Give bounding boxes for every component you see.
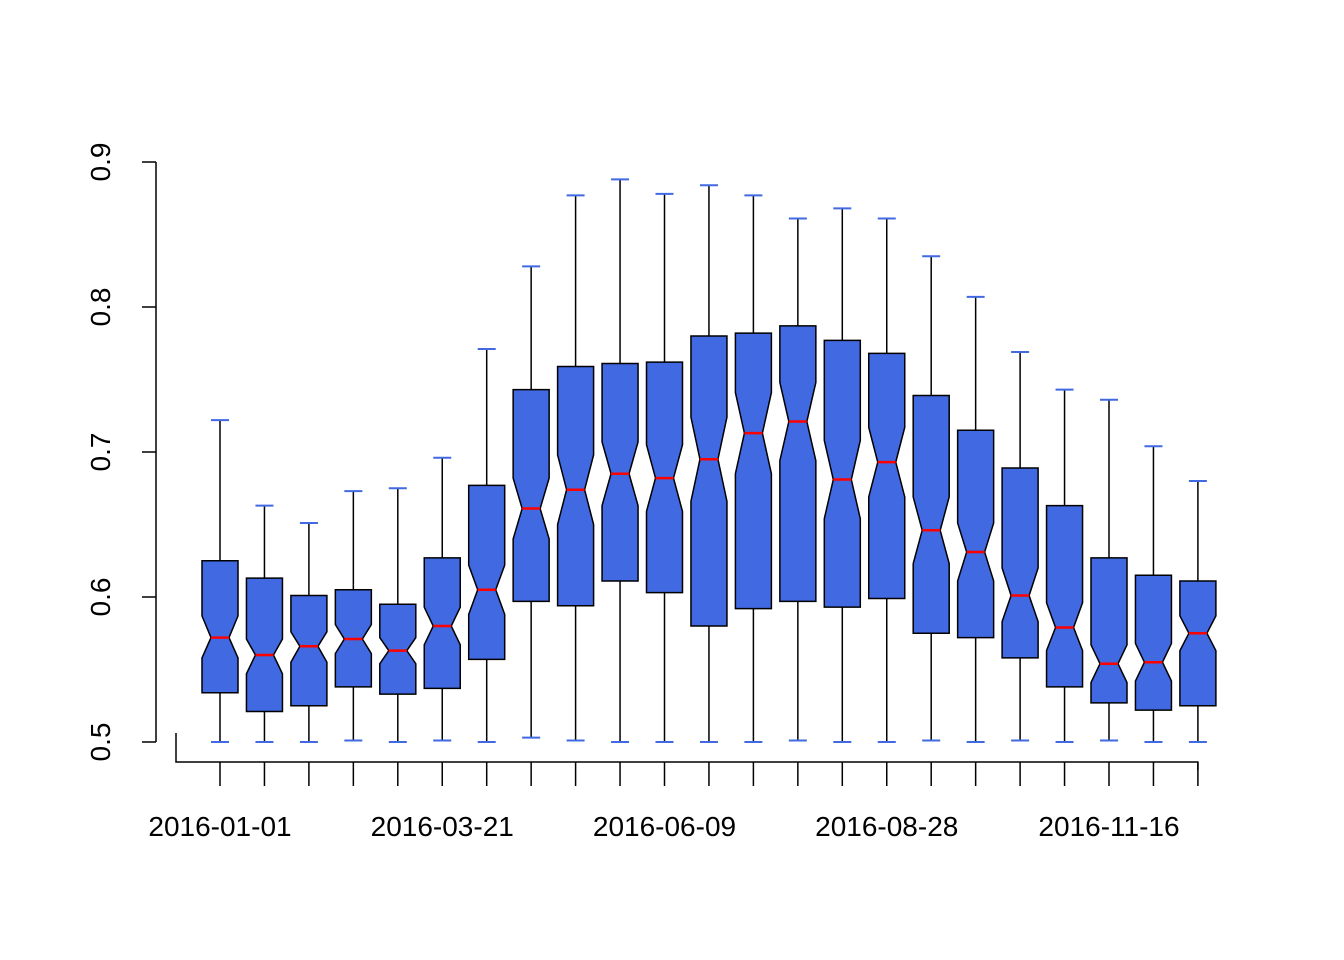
box-body <box>512 388 550 603</box>
x-tick-label: 2016-08-28 <box>815 811 958 842</box>
box <box>645 192 684 743</box>
box-body <box>912 394 950 634</box>
box-body <box>956 429 995 639</box>
x-tick-label: 2016-11-16 <box>1038 811 1179 842</box>
box <box>912 255 950 742</box>
box-body <box>1179 580 1217 707</box>
box <box>779 217 817 742</box>
box-body <box>1090 557 1128 704</box>
box-body <box>245 577 284 713</box>
y-tick-label: 0.7 <box>85 433 116 472</box>
box <box>512 265 550 739</box>
y-tick-label: 0.5 <box>85 723 116 762</box>
box <box>690 184 728 743</box>
x-tick-label: 2016-03-21 <box>371 811 514 842</box>
box-body <box>201 560 239 694</box>
box-body <box>868 352 906 600</box>
box <box>1045 388 1084 743</box>
box <box>1134 445 1173 743</box>
box-series <box>201 178 1217 743</box>
box-body <box>1045 504 1084 688</box>
box <box>334 490 373 742</box>
box-body <box>556 365 595 607</box>
box <box>868 217 906 743</box>
box <box>1179 480 1217 743</box>
box-body <box>1001 467 1039 659</box>
box-body <box>1134 574 1173 711</box>
x-tick-label: 2016-01-01 <box>148 811 291 842</box>
box <box>1001 350 1039 742</box>
box <box>467 348 506 743</box>
box-body <box>467 484 506 661</box>
box-body <box>823 339 862 608</box>
y-tick-label: 0.6 <box>85 578 116 617</box>
box <box>601 178 639 743</box>
box <box>201 419 239 743</box>
box <box>290 522 328 743</box>
box-body <box>290 594 328 707</box>
box <box>423 456 461 742</box>
x-axis-line <box>175 733 1199 770</box>
box-body <box>779 325 817 603</box>
box <box>734 194 773 743</box>
y-axis: 0.5 0.6 0.7 0.8 0.9 <box>85 143 157 762</box>
box-body <box>690 335 728 627</box>
box-body <box>601 362 639 582</box>
box <box>245 504 284 743</box>
y-tick-label: 0.9 <box>85 143 116 182</box>
box <box>956 295 995 743</box>
box <box>379 487 417 743</box>
box-body <box>423 557 461 690</box>
box-body <box>734 332 773 610</box>
x-tick-label: 2016-06-09 <box>593 811 736 842</box>
box <box>823 207 862 743</box>
y-tick-label: 0.8 <box>85 288 116 327</box>
box-body <box>379 603 417 695</box>
box <box>556 194 595 742</box>
box <box>1090 398 1128 742</box>
x-axis: 2016-01-01 2016-03-21 2016-06-09 2016-08-28… <box>148 733 1199 842</box>
